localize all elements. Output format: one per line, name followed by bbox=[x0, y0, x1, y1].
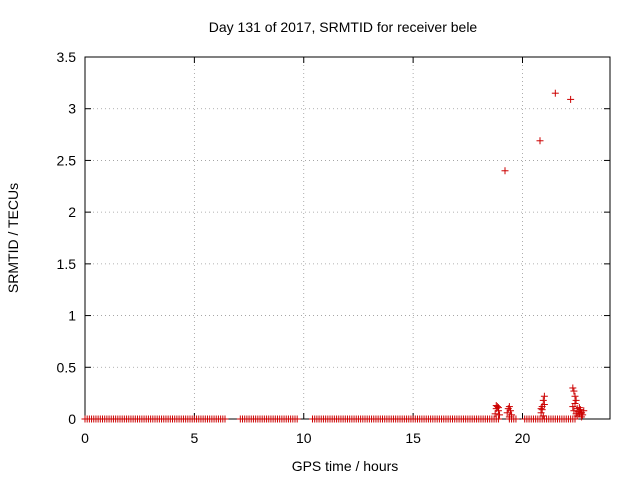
data-point bbox=[567, 95, 575, 103]
x-tick-label: 15 bbox=[405, 430, 421, 446]
data-point bbox=[221, 415, 229, 423]
x-tick-label: 5 bbox=[190, 430, 198, 446]
grid-lines bbox=[85, 57, 610, 419]
data-point bbox=[538, 406, 546, 414]
x-axis-label: GPS time / hours bbox=[292, 458, 399, 474]
x-tick-label: 10 bbox=[296, 430, 312, 446]
y-tick-label: 0.5 bbox=[57, 359, 77, 375]
data-point bbox=[536, 137, 544, 145]
data-point bbox=[505, 403, 513, 411]
y-tick-label: 3 bbox=[68, 101, 76, 117]
data-point bbox=[537, 405, 545, 413]
y-tick-label: 2.5 bbox=[57, 152, 77, 168]
data-point bbox=[494, 415, 502, 423]
x-tick-label: 0 bbox=[81, 430, 89, 446]
data-point bbox=[571, 392, 579, 400]
y-tick-label: 1.5 bbox=[57, 256, 77, 272]
data-point bbox=[578, 413, 586, 421]
data-point bbox=[580, 407, 588, 415]
data-point bbox=[512, 415, 520, 423]
data-point bbox=[575, 404, 583, 412]
data-point bbox=[491, 410, 499, 418]
y-axis-label: SRMTID / TECUs bbox=[5, 183, 21, 293]
data-points bbox=[81, 89, 588, 423]
axis-ticks: 0 0.5 1 1.5 2 2.5 3 3.5 0 5 10 15 20 bbox=[57, 49, 610, 446]
data-point bbox=[506, 407, 514, 415]
y-tick-label: 3.5 bbox=[57, 49, 77, 65]
data-point bbox=[572, 396, 580, 404]
data-point bbox=[494, 404, 502, 412]
data-point bbox=[570, 387, 578, 395]
y-tick-label: 2 bbox=[68, 204, 76, 220]
data-point bbox=[539, 396, 547, 404]
chart-title: Day 131 of 2017, SRMTID for receiver bel… bbox=[209, 19, 478, 35]
x-tick-label: 20 bbox=[515, 430, 531, 446]
data-point bbox=[551, 89, 559, 97]
data-point bbox=[493, 403, 501, 411]
data-point bbox=[572, 410, 580, 418]
plot-frame bbox=[84, 56, 611, 420]
y-tick-label: 1 bbox=[68, 308, 76, 324]
data-point bbox=[496, 411, 504, 419]
data-point bbox=[505, 413, 513, 421]
data-point bbox=[539, 412, 547, 420]
data-point bbox=[569, 384, 577, 392]
data-point bbox=[540, 401, 548, 409]
y-tick-label: 0 bbox=[68, 411, 76, 427]
data-point bbox=[501, 167, 509, 175]
data-point bbox=[540, 392, 548, 400]
data-point bbox=[571, 399, 579, 407]
data-point bbox=[293, 415, 301, 423]
